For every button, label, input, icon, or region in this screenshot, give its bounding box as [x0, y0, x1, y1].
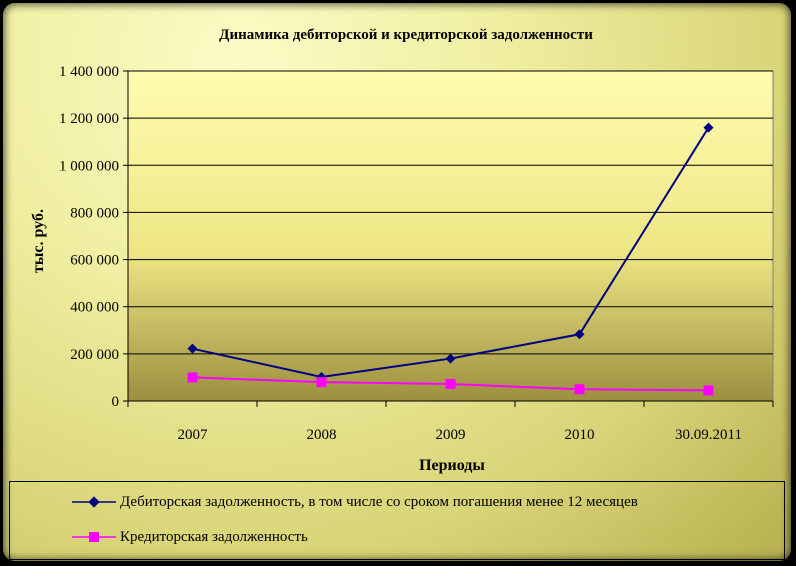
data-point-receivables [703, 122, 714, 133]
plot-area: 0 200 000 400 000 600 000 800 000 1 000 000 1 … [59, 64, 774, 443]
y-tick-label: 600 000 [70, 253, 119, 269]
legend: Дебиторская задолженность, в том числе с… [9, 481, 785, 560]
y-tick-label: 0 [112, 394, 120, 410]
data-point-payables [703, 385, 714, 396]
legend-item-receivables: Дебиторская задолженность, в том числе с… [10, 492, 638, 512]
data-point-receivables [187, 343, 198, 354]
y-tick-label: 1 000 000 [59, 158, 119, 174]
data-point-payables [316, 377, 327, 388]
plot-background [127, 70, 774, 402]
data-point-payables [574, 384, 585, 395]
y-axis-title: тыс. руб. [30, 209, 47, 273]
y-tick-label: 200 000 [70, 347, 119, 363]
x-axis-title: Периоды [419, 457, 485, 474]
y-tick-label: 1 200 000 [59, 111, 119, 127]
data-point-payables [445, 379, 456, 390]
chart-title: Динамика дебиторской и кредиторской задо… [219, 27, 593, 43]
y-tick-label: 800 000 [70, 205, 119, 221]
data-point-receivables [574, 329, 585, 340]
y-tick-label: 1 400 000 [59, 64, 119, 80]
legend-label-payables: Кредиторская задолженность [120, 528, 308, 545]
x-tick-label: 2007 [178, 427, 209, 443]
x-tick-label: 2008 [307, 427, 337, 443]
legend-marker-receivables [72, 492, 116, 512]
legend-label-receivables: Дебиторская задолженность, в том числе с… [120, 493, 638, 510]
data-point-receivables [445, 353, 456, 364]
x-tick-label: 30.09.2011 [675, 427, 742, 443]
legend-marker-payables [72, 527, 116, 547]
data-point-payables [187, 372, 198, 383]
x-tick-label: 2010 [565, 427, 595, 443]
x-tick-label: 2009 [436, 427, 466, 443]
y-tick-label: 400 000 [70, 300, 119, 316]
legend-item-payables: Кредиторская задолженность [10, 527, 308, 547]
